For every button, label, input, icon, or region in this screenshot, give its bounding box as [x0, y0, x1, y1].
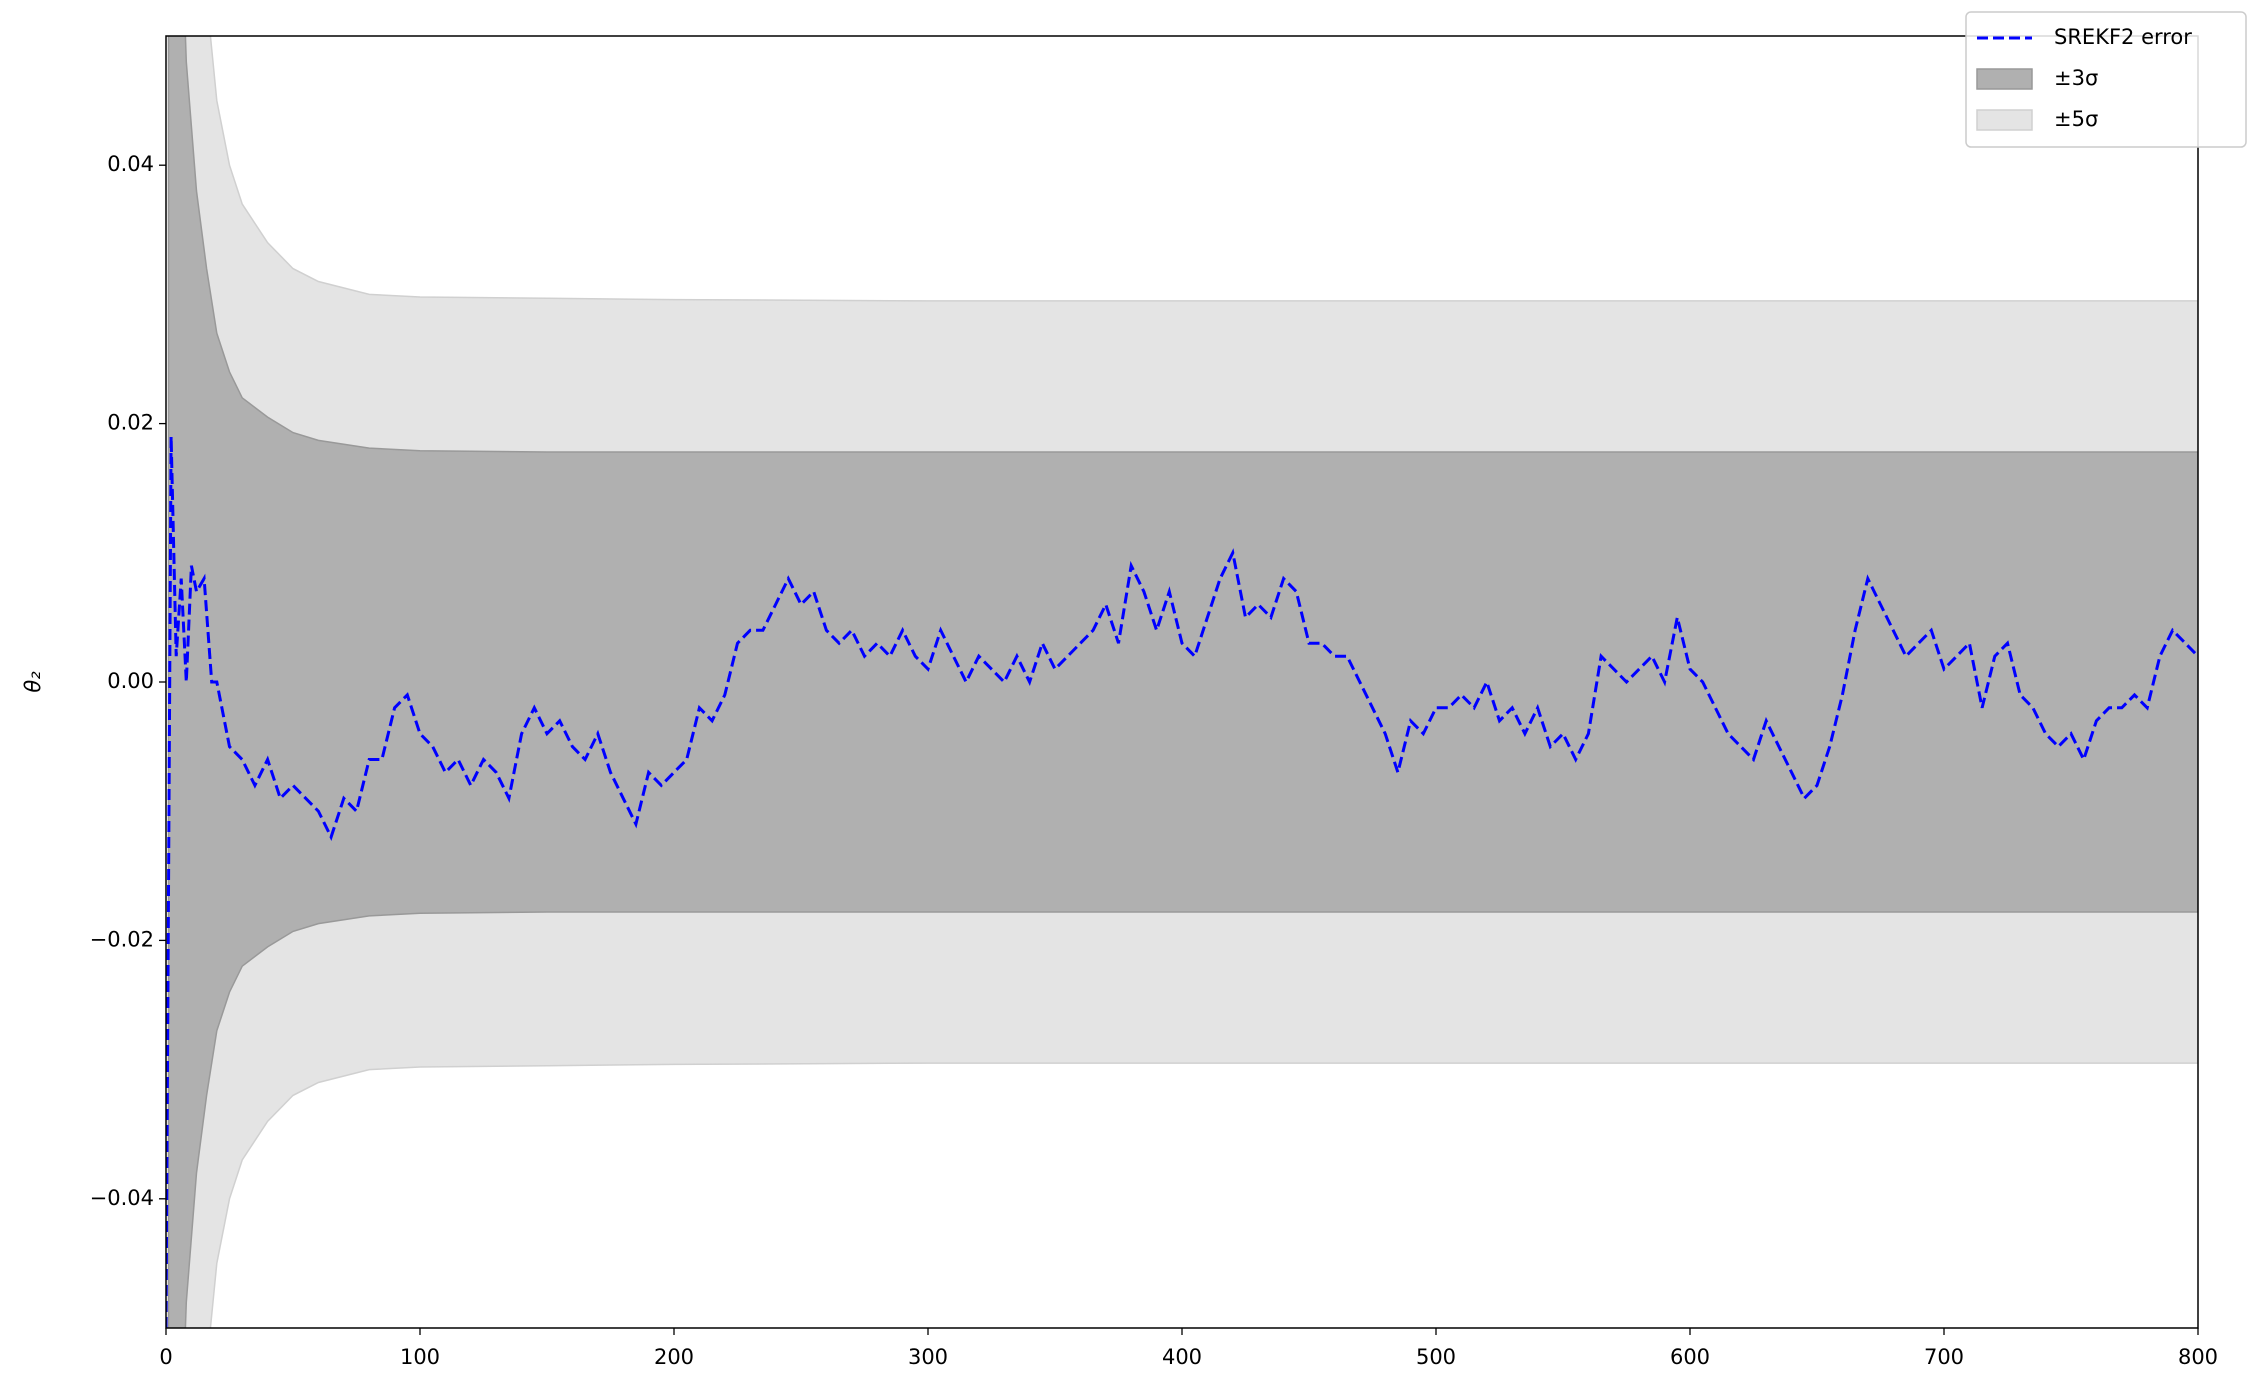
x-tick-label: 800	[2178, 1345, 2218, 1369]
x-tick-label: 300	[908, 1345, 948, 1369]
legend-box	[1965, 11, 2247, 148]
y-tick-label: 0.04	[107, 152, 154, 176]
x-tick-label: 0	[159, 1345, 172, 1369]
x-tick-label: 600	[1670, 1345, 1710, 1369]
x-tick-label: 400	[1162, 1345, 1202, 1369]
legend-label: ±5σ	[2054, 107, 2098, 131]
legend-patch	[1976, 68, 2033, 90]
plot-area	[166, 36, 2198, 1328]
y-tick-label: 0.02	[107, 411, 154, 435]
y-tick-label: 0.00	[107, 669, 154, 693]
y-tick-label: −0.04	[90, 1186, 154, 1210]
legend-patch	[1976, 109, 2033, 131]
series-line	[166, 436, 2198, 1328]
y-axis-label: θ₂	[21, 671, 45, 693]
y-tick-label: −0.02	[90, 927, 154, 951]
x-tick-label: 100	[400, 1345, 440, 1369]
x-tick-label: 200	[654, 1345, 694, 1369]
x-tick-label: 700	[1924, 1345, 1964, 1369]
legend-label: SREKF2 error	[2054, 25, 2192, 49]
legend-label: ±3σ	[2054, 66, 2098, 90]
x-tick-label: 500	[1416, 1345, 1456, 1369]
band-fill	[167, 36, 2198, 1328]
